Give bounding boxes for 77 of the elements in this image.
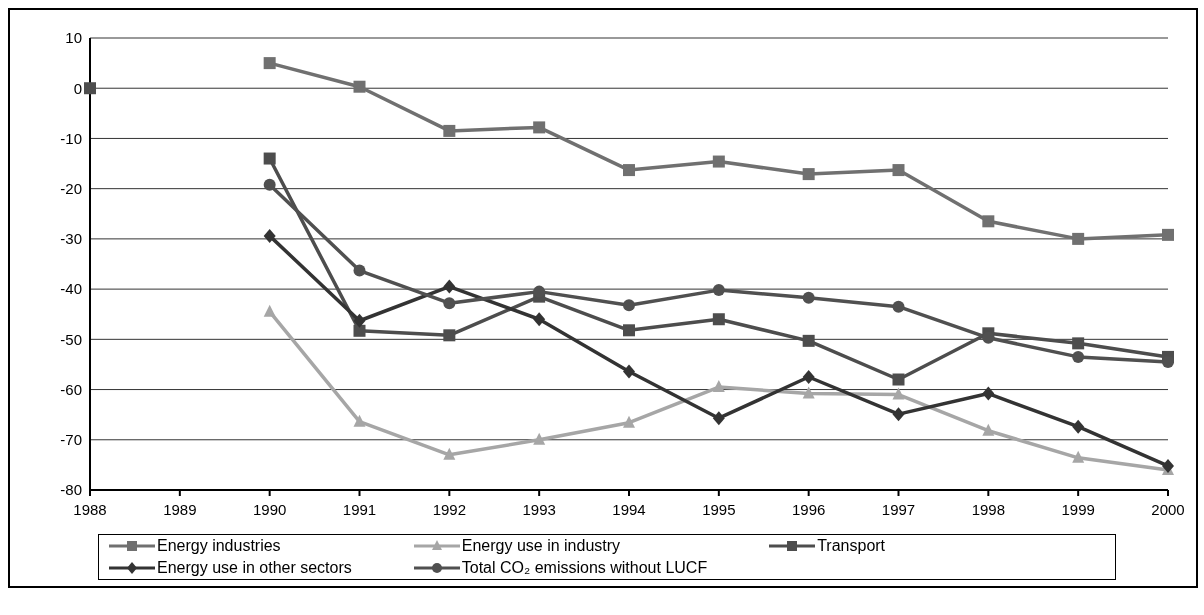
point bbox=[982, 386, 995, 401]
legend-label: Energy use in industry bbox=[461, 537, 621, 555]
point bbox=[802, 168, 815, 181]
point bbox=[1072, 337, 1085, 350]
point bbox=[1072, 232, 1085, 245]
point bbox=[623, 324, 635, 337]
x-tick-label: 1998 bbox=[971, 500, 1006, 518]
x-tick-label: 1995 bbox=[702, 500, 736, 518]
x-tick-label: 1989 bbox=[163, 500, 197, 518]
point bbox=[982, 423, 995, 436]
x-tick-label: 1991 bbox=[342, 500, 377, 518]
y-tick-label: -80 bbox=[60, 481, 82, 499]
y-tick-label: -30 bbox=[60, 230, 82, 248]
y-tick-label: -50 bbox=[60, 330, 82, 348]
point bbox=[443, 329, 456, 342]
point bbox=[263, 178, 276, 191]
y-tick-label: -10 bbox=[60, 129, 82, 147]
point bbox=[712, 380, 725, 393]
point bbox=[712, 411, 725, 426]
point bbox=[84, 82, 96, 95]
point bbox=[353, 414, 366, 427]
point bbox=[892, 407, 905, 422]
point bbox=[353, 264, 366, 277]
point bbox=[443, 279, 456, 294]
point bbox=[1162, 458, 1174, 473]
x-tick-label: 1994 bbox=[612, 500, 646, 518]
point bbox=[443, 447, 456, 460]
point bbox=[1162, 228, 1174, 241]
point bbox=[712, 313, 725, 326]
legend-label: Energy use in other sectors bbox=[157, 559, 352, 577]
point bbox=[712, 284, 725, 297]
point bbox=[802, 334, 815, 347]
point bbox=[1072, 450, 1085, 463]
point bbox=[623, 364, 635, 379]
point bbox=[982, 215, 995, 228]
point bbox=[263, 304, 276, 317]
point bbox=[802, 370, 815, 384]
point bbox=[892, 387, 905, 400]
point bbox=[802, 291, 815, 304]
x-tick-label: 1988 bbox=[73, 500, 107, 518]
point bbox=[353, 313, 366, 328]
legend-label: Energy industries bbox=[157, 537, 281, 555]
point bbox=[443, 297, 456, 310]
point bbox=[533, 432, 546, 445]
y-tick-label: 10 bbox=[65, 29, 82, 47]
point bbox=[623, 415, 635, 428]
x-tick-label: 1992 bbox=[432, 500, 467, 518]
x-tick-label: 1996 bbox=[791, 500, 826, 518]
point bbox=[263, 57, 276, 70]
x-tick-label: 1997 bbox=[881, 500, 916, 518]
x-tick-label: 1999 bbox=[1061, 500, 1095, 518]
point bbox=[1072, 419, 1085, 434]
point bbox=[1072, 350, 1085, 363]
legend-label: Transport bbox=[817, 537, 886, 555]
y-tick-label: 0 bbox=[73, 79, 82, 97]
point bbox=[263, 152, 276, 165]
x-tick-label: 1993 bbox=[522, 500, 556, 518]
point bbox=[353, 80, 366, 93]
point bbox=[623, 299, 635, 312]
point bbox=[533, 121, 546, 134]
y-tick-label: -60 bbox=[60, 380, 82, 398]
y-tick-label: -40 bbox=[60, 280, 82, 298]
y-tick-label: -20 bbox=[60, 179, 82, 197]
point bbox=[263, 228, 276, 243]
point bbox=[802, 386, 815, 399]
point bbox=[443, 124, 456, 137]
point bbox=[623, 164, 635, 177]
legend-label: Total CO₂ emissions without LUCF bbox=[461, 559, 708, 577]
point bbox=[712, 155, 725, 168]
point bbox=[892, 300, 905, 313]
x-tick-label: 2000 bbox=[1151, 500, 1185, 518]
point bbox=[533, 312, 546, 327]
point bbox=[353, 324, 366, 337]
point bbox=[892, 164, 905, 177]
y-tick-label: -70 bbox=[60, 431, 82, 449]
x-tick-label: 1990 bbox=[252, 500, 287, 518]
point bbox=[892, 373, 905, 386]
